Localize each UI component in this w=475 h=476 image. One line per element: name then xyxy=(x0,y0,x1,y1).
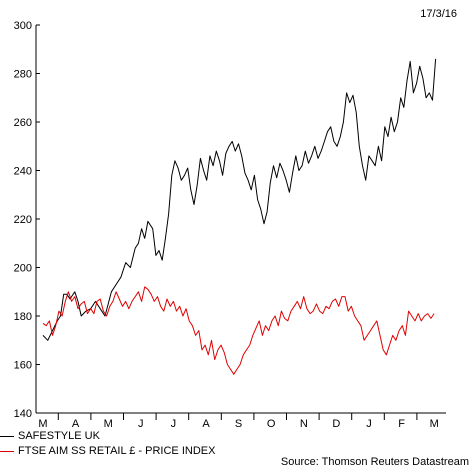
legend-label-safestyle: SAFESTYLE UK xyxy=(18,430,100,442)
y-tick-label: 220 xyxy=(14,214,32,226)
x-tick-label: A xyxy=(72,418,80,430)
y-tick-label: 140 xyxy=(14,408,32,420)
x-tick-label: D xyxy=(332,418,340,430)
legend: SAFESTYLE UK FTSE AIM SS RETAIL £ - PRIC… xyxy=(0,430,215,458)
x-tick-label: M xyxy=(38,418,47,430)
source-note: Source: Thomson Reuters Datastream xyxy=(280,456,469,468)
x-tick-label: S xyxy=(235,418,242,430)
x-tick-label: O xyxy=(267,418,276,430)
legend-label-ftse: FTSE AIM SS RETAIL £ - PRICE INDEX xyxy=(18,445,216,457)
series-line-safestyle xyxy=(42,58,437,341)
x-tick-label: N xyxy=(300,418,308,430)
y-axis: 140 160 180 200 220 240 260 280 300 xyxy=(14,20,40,420)
series-lines xyxy=(42,58,437,375)
legend-item-ftse: FTSE AIM SS RETAIL £ - PRICE INDEX xyxy=(0,445,215,458)
date-label: 17/3/16 xyxy=(420,8,457,20)
y-tick-label: 200 xyxy=(14,263,32,275)
legend-item-safestyle: SAFESTYLE UK xyxy=(0,430,215,443)
series-line-ftse xyxy=(42,286,435,375)
x-tick-label: A xyxy=(202,418,210,430)
x-tick-label: J xyxy=(171,418,177,430)
x-tick-label: M xyxy=(430,418,439,430)
x-tick-label: M xyxy=(104,418,113,430)
y-tick-label: 260 xyxy=(14,117,32,129)
x-tick-label: J xyxy=(138,418,144,430)
y-tick-label: 160 xyxy=(14,360,32,372)
y-tick-label: 280 xyxy=(14,69,32,81)
y-tick-label: 180 xyxy=(14,311,32,323)
x-tick-label: J xyxy=(366,418,372,430)
legend-swatch-ftse xyxy=(0,450,14,452)
x-tick-label: F xyxy=(398,418,405,430)
y-tick-label: 240 xyxy=(14,166,32,178)
y-tick-label: 300 xyxy=(14,20,32,32)
legend-swatch-safestyle xyxy=(0,435,14,437)
